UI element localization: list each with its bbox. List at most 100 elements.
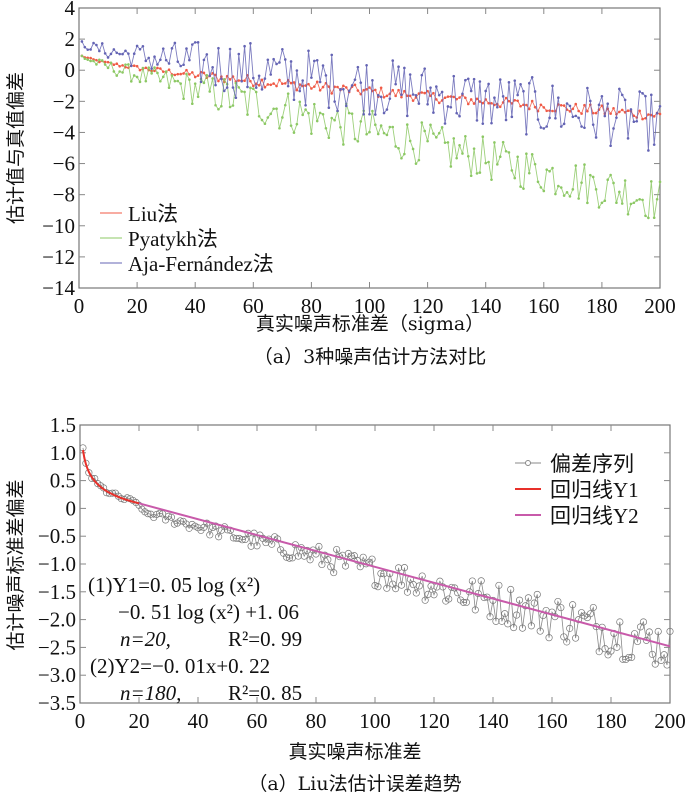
data-point — [562, 122, 566, 126]
deviation-point — [468, 577, 476, 585]
data-point — [199, 80, 203, 84]
data-point — [571, 107, 575, 111]
data-point — [272, 82, 275, 85]
regression-line-y1 — [81, 449, 140, 505]
deviation-point — [164, 512, 173, 520]
data-point — [606, 178, 610, 181]
data-point — [193, 75, 197, 79]
data-point — [188, 73, 191, 76]
deviation-point — [660, 651, 668, 659]
data-point — [487, 101, 490, 105]
data-point — [530, 75, 534, 79]
data-point — [359, 120, 363, 123]
data-point — [269, 112, 273, 116]
data-point — [405, 114, 409, 118]
data-point — [551, 109, 554, 113]
deviation-point — [639, 618, 648, 626]
chart-top: 0 20 40 60 80 100 120 140 160 180 200 420−2−4−6−8−… — [5, 0, 676, 368]
data-point — [83, 45, 87, 49]
y-axis-label-top: 估计值与真值偏差 — [5, 72, 27, 224]
data-point — [100, 42, 104, 45]
data-point — [481, 135, 485, 139]
annotation-y1-line2: −0. 51 log (x²) +1. 06 — [118, 600, 299, 624]
data-point — [109, 61, 113, 65]
caption-bottom: （a）Liu法估计误差趋势 — [248, 773, 461, 795]
data-point — [98, 49, 101, 53]
deviation-point — [156, 509, 164, 517]
data-point — [164, 58, 168, 62]
data-point — [559, 186, 563, 189]
deviation-point — [215, 533, 223, 541]
data-point — [257, 74, 261, 78]
data-point — [243, 90, 246, 94]
data-point — [374, 113, 377, 116]
x-tick-label: 100 — [354, 294, 386, 318]
x-tick-label: 40 — [188, 709, 209, 733]
y-tick-label: −4 — [53, 120, 76, 144]
data-point — [350, 112, 354, 115]
data-point — [132, 52, 136, 56]
data-point — [655, 197, 659, 201]
data-point — [304, 103, 307, 107]
deviation-point — [206, 531, 214, 539]
data-point — [652, 143, 656, 146]
data-point — [315, 59, 319, 62]
deviation-point — [648, 650, 656, 658]
data-point — [536, 118, 540, 121]
annotation-y1-line1: (1)Y1=0. 05 log (x²) — [88, 573, 260, 597]
data-point — [519, 82, 522, 86]
data-point — [638, 90, 641, 93]
data-point — [231, 86, 235, 89]
data-point — [527, 171, 531, 175]
data-point — [618, 110, 621, 114]
data-point — [371, 109, 374, 113]
data-point — [347, 111, 351, 115]
deviation-point — [536, 627, 544, 635]
deviation-point — [533, 590, 541, 598]
data-point — [237, 52, 241, 56]
data-point — [260, 88, 264, 91]
data-point — [452, 95, 456, 99]
data-point — [501, 95, 505, 98]
data-point — [586, 86, 589, 90]
data-point — [591, 111, 595, 115]
data-point — [539, 186, 543, 189]
y-tick-label: 0 — [65, 58, 76, 82]
data-point — [327, 85, 331, 88]
x-tick-label: 200 — [644, 294, 676, 318]
data-point — [307, 49, 310, 53]
data-point — [304, 108, 307, 111]
data-point — [240, 90, 243, 93]
data-point — [202, 71, 206, 75]
data-point — [649, 93, 653, 97]
data-point — [167, 68, 171, 71]
data-point — [443, 141, 447, 144]
data-point — [295, 122, 299, 126]
data-point — [211, 77, 214, 80]
data-point — [115, 74, 119, 77]
data-point — [289, 60, 293, 63]
data-point — [330, 116, 334, 120]
deviation-point — [403, 588, 412, 596]
data-point — [437, 101, 441, 105]
data-point — [649, 180, 653, 183]
data-point — [266, 58, 270, 62]
y-ticks-top: 4 2 0 −2 −4 −6 −8 −10 −12 −14 — [42, 0, 660, 300]
data-point — [376, 132, 380, 136]
data-point — [490, 121, 493, 125]
data-point — [249, 86, 252, 90]
deviation-point — [229, 534, 237, 542]
data-point — [170, 47, 174, 50]
data-point — [342, 84, 345, 88]
y-axis-label-bottom: 估计噪声标准差偏差 — [5, 479, 27, 650]
data-point — [286, 92, 290, 95]
data-point — [135, 75, 139, 79]
deviation-point — [330, 569, 338, 577]
data-point — [655, 111, 659, 115]
data-point — [161, 75, 165, 79]
data-point — [618, 190, 621, 194]
y-tick-label: −0.5 — [38, 524, 76, 548]
x-ticks-bottom: 0 20 40 60 80 100 120 140 160 180 200 — [75, 425, 686, 733]
data-point — [426, 102, 429, 106]
y-tick-label: −2 — [53, 89, 75, 113]
